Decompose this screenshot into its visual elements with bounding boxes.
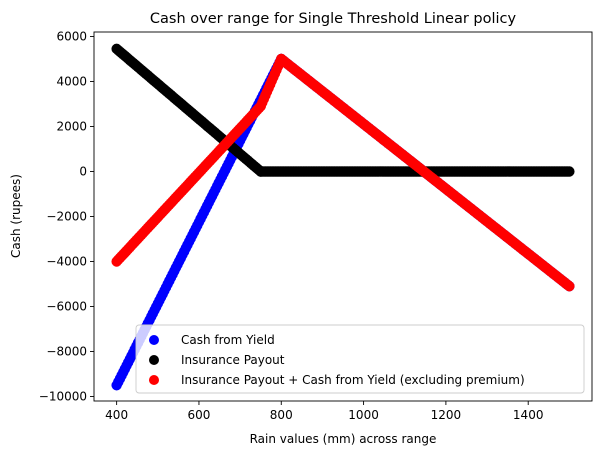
y-tick-label: 6000 xyxy=(56,30,87,44)
y-tick-label: −2000 xyxy=(46,210,87,224)
legend-box xyxy=(135,324,585,394)
legend-marker xyxy=(149,355,159,365)
legend-marker xyxy=(149,375,159,385)
series-layer xyxy=(111,43,575,391)
y-tick-label: 4000 xyxy=(56,75,87,89)
series-3 xyxy=(111,53,575,292)
x-axis-label: Rain values (mm) across range xyxy=(250,432,437,446)
x-tick-label: 800 xyxy=(270,408,293,422)
x-tick-label: 1200 xyxy=(431,408,462,422)
legend-entry: Cash from Yield xyxy=(181,333,275,347)
y-tick-label: −8000 xyxy=(46,345,87,359)
y-tick-label: 0 xyxy=(79,165,87,179)
y-tick-label: −10000 xyxy=(39,390,87,404)
y-tick-label: 2000 xyxy=(56,120,87,134)
x-tick-label: 1000 xyxy=(348,408,379,422)
series-2 xyxy=(111,43,575,177)
y-axis-label: Cash (rupees) xyxy=(9,174,23,258)
x-tick-label: 1400 xyxy=(513,408,544,422)
x-axis: 400 600 800 1000 1200 1400 xyxy=(105,401,543,422)
legend-entry: Insurance Payout xyxy=(181,353,285,367)
x-tick-label: 600 xyxy=(187,408,210,422)
data-point xyxy=(564,166,575,177)
legend-marker xyxy=(149,335,159,345)
legend-entry: Insurance Payout + Cash from Yield (excl… xyxy=(181,373,525,387)
y-axis: −10000 −8000 −6000 −4000 −2000 0 2000 4000 6000 xyxy=(39,30,94,404)
x-tick-label: 400 xyxy=(105,408,128,422)
y-tick-label: −6000 xyxy=(46,300,87,314)
y-tick-label: −4000 xyxy=(46,255,87,269)
chart-title: Cash over range for Single Threshold Lin… xyxy=(150,11,517,27)
legend: Cash from Yield Insurance Payout Insurance… xyxy=(135,324,585,394)
data-point xyxy=(564,281,575,292)
